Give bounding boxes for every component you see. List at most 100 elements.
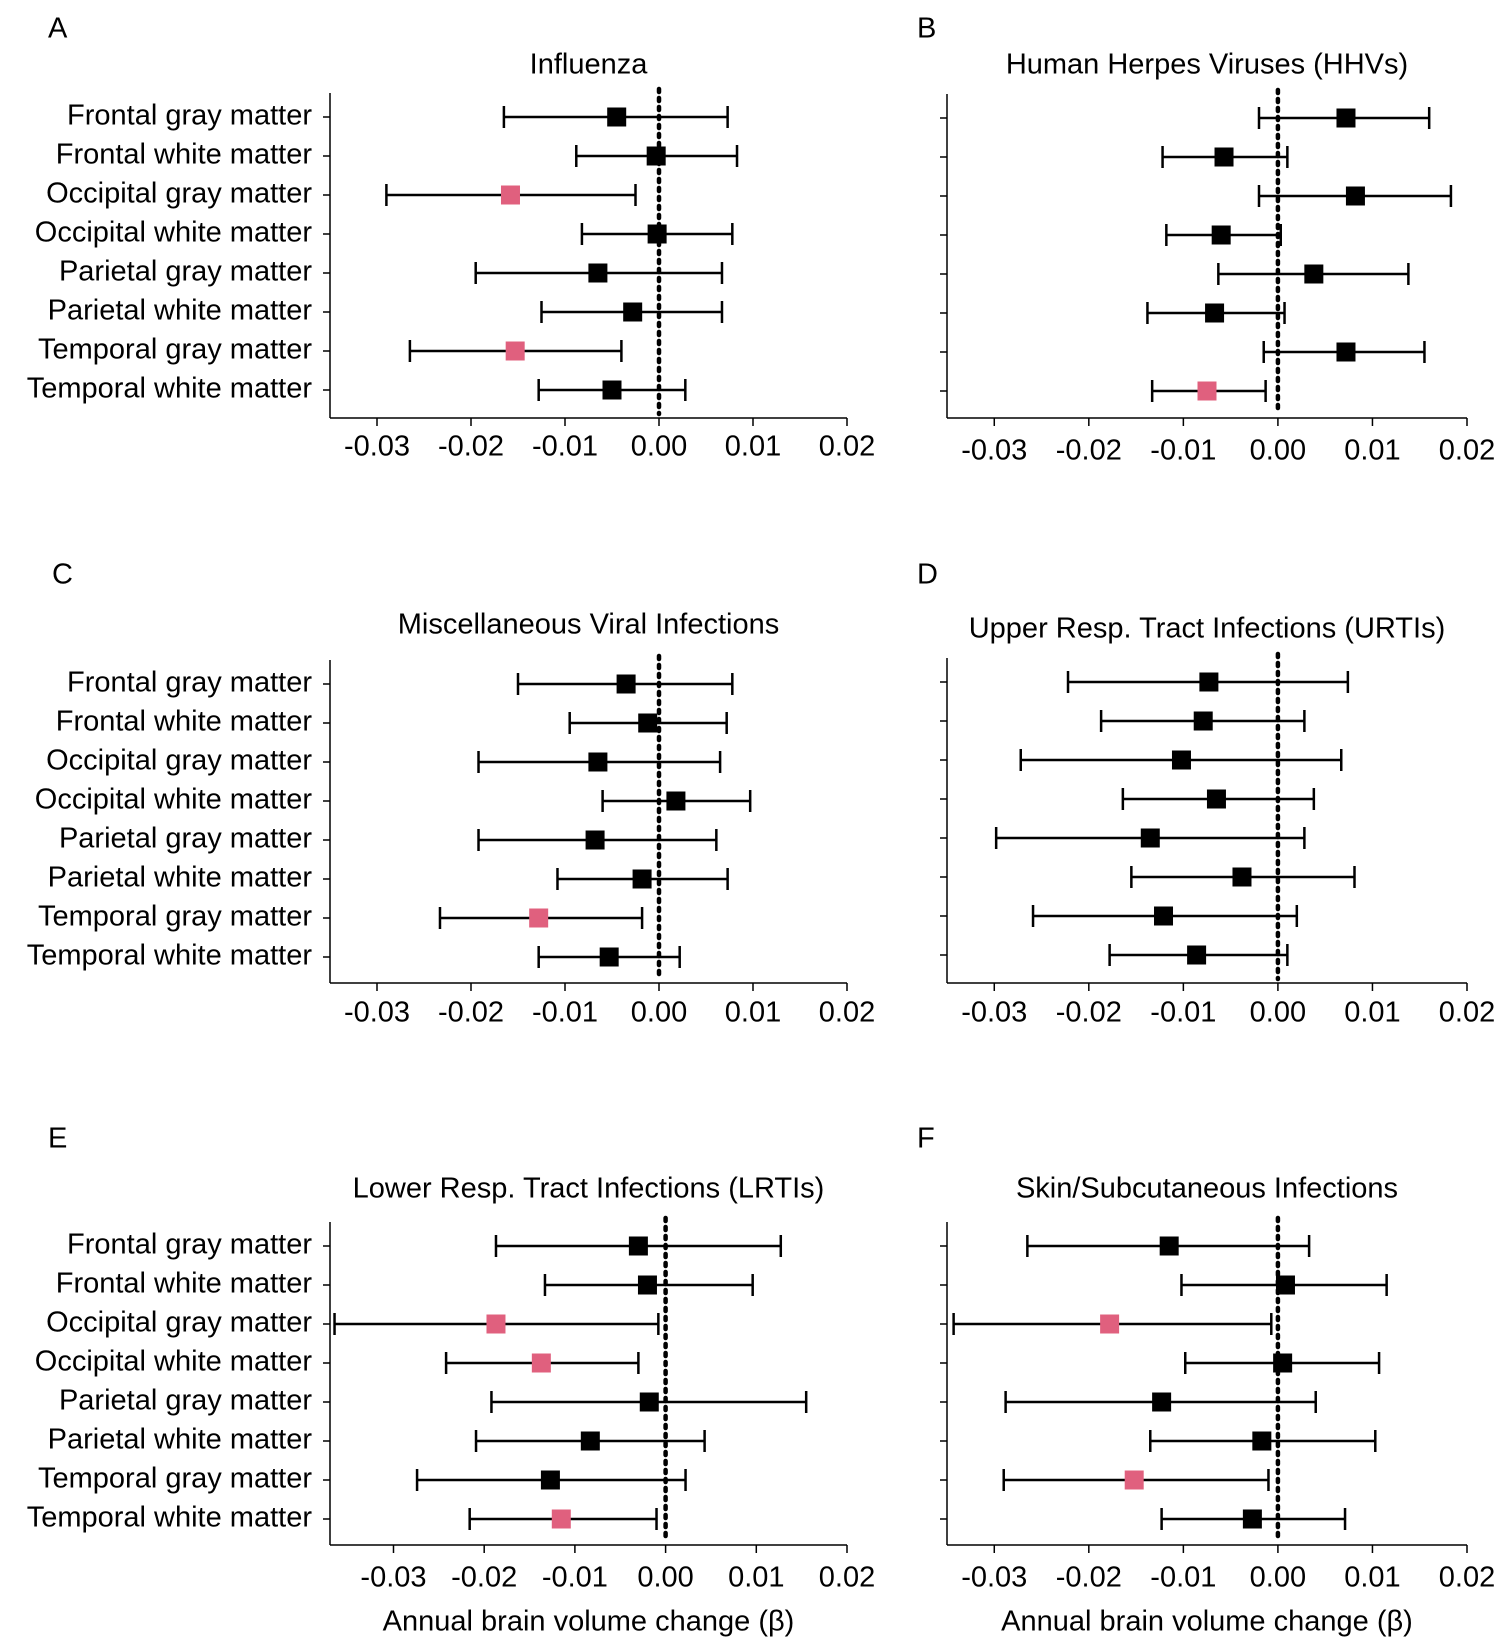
point-estimate xyxy=(1206,789,1226,809)
x-tick-label: -0.02 xyxy=(438,431,504,463)
x-tick-label: 0.02 xyxy=(819,1562,875,1594)
point-estimate xyxy=(1275,1275,1295,1295)
row-label: Occipital gray matter xyxy=(46,745,312,777)
panel-title: Influenza xyxy=(530,49,649,81)
row-label: Temporal gray matter xyxy=(38,334,312,366)
point-estimate xyxy=(599,947,619,967)
row-label: Frontal white matter xyxy=(56,706,313,738)
point-estimate xyxy=(580,1431,600,1451)
point-estimate xyxy=(529,908,549,928)
panel-letter: D xyxy=(917,559,938,591)
point-estimate xyxy=(1171,750,1191,770)
point-estimate xyxy=(1159,1236,1179,1256)
point-estimate xyxy=(1197,381,1217,401)
point-estimate xyxy=(1152,1392,1172,1412)
point-estimate xyxy=(666,791,686,811)
x-tick-label: -0.01 xyxy=(1150,997,1216,1029)
panel-d: D Upper Resp. Tract Infections (URTIs) -0.… xyxy=(917,559,1495,1029)
row-label: Temporal white matter xyxy=(27,373,313,405)
panel-title: Skin/Subcutaneous Infections xyxy=(1016,1173,1398,1205)
x-tick-label: 0.02 xyxy=(819,997,875,1029)
panel-b: B Human Herpes Viruses (HHVs) -0.03 -0.02 -0… xyxy=(917,13,1495,467)
x-tick-label: 0.02 xyxy=(1439,435,1495,467)
panel-title: Human Herpes Viruses (HHVs) xyxy=(1006,49,1408,81)
point-estimate xyxy=(1140,828,1160,848)
x-tick-label: 0.00 xyxy=(1250,997,1306,1029)
point-estimate xyxy=(588,263,608,283)
panel-c: C Miscellaneous Viral Infections Frontal g… xyxy=(27,559,876,1029)
point-estimate xyxy=(1211,225,1231,245)
x-tick-label: -0.03 xyxy=(961,997,1027,1029)
panel-title: Miscellaneous Viral Infections xyxy=(398,609,780,641)
x-tick-label: -0.01 xyxy=(532,431,598,463)
x-tick-label: -0.01 xyxy=(532,997,598,1029)
row-label: Parietal gray matter xyxy=(59,256,312,288)
x-tick-label: 0.02 xyxy=(819,431,875,463)
row-label: Frontal gray matter xyxy=(67,1229,312,1261)
x-tick-label: -0.01 xyxy=(542,1562,608,1594)
row-label: Parietal white matter xyxy=(48,862,313,894)
row-label: Occipital gray matter xyxy=(46,1307,312,1339)
x-tick-label: 0.01 xyxy=(725,997,781,1029)
row-label: Occipital white matter xyxy=(35,1346,313,1378)
point-estimate xyxy=(540,1470,560,1490)
x-tick-label: 0.00 xyxy=(631,431,687,463)
row-label: Frontal gray matter xyxy=(67,100,312,132)
x-tick-label: -0.03 xyxy=(360,1562,426,1594)
point-estimate xyxy=(616,674,636,694)
point-estimate xyxy=(1205,303,1225,323)
point-estimate xyxy=(1336,108,1356,128)
point-estimate xyxy=(505,341,525,361)
x-tick-label: 0.00 xyxy=(637,1562,693,1594)
point-estimate xyxy=(1124,1470,1144,1490)
row-label: Parietal gray matter xyxy=(59,823,312,855)
x-tick-label: 0.01 xyxy=(728,1562,784,1594)
panel-title: Lower Resp. Tract Infections (LRTIs) xyxy=(353,1173,825,1205)
x-tick-label: -0.01 xyxy=(1150,1562,1216,1594)
x-tick-label: 0.01 xyxy=(725,431,781,463)
point-estimate xyxy=(1242,1509,1262,1529)
row-label: Frontal white matter xyxy=(56,1268,313,1300)
point-estimate xyxy=(1100,1314,1120,1334)
point-estimate xyxy=(1187,945,1207,965)
point-estimate xyxy=(637,1275,657,1295)
point-estimate xyxy=(1304,264,1324,284)
row-label: Frontal gray matter xyxy=(67,667,312,699)
point-estimate xyxy=(1273,1353,1293,1373)
row-label: Parietal white matter xyxy=(48,295,313,327)
panel-letter: F xyxy=(917,1123,935,1155)
panel-title: Upper Resp. Tract Infections (URTIs) xyxy=(969,613,1446,645)
point-estimate xyxy=(607,107,627,127)
row-label: Parietal gray matter xyxy=(59,1385,312,1417)
row-label: Temporal gray matter xyxy=(38,901,312,933)
point-estimate xyxy=(551,1509,571,1529)
point-estimate xyxy=(1214,147,1234,167)
x-tick-label: 0.00 xyxy=(1250,435,1306,467)
panel-letter: B xyxy=(917,13,936,45)
x-tick-label: 0.02 xyxy=(1439,997,1495,1029)
point-estimate xyxy=(585,830,605,850)
row-label: Temporal white matter xyxy=(27,1502,313,1534)
x-tick-label: -0.03 xyxy=(344,431,410,463)
point-estimate xyxy=(588,752,608,772)
point-estimate xyxy=(486,1314,506,1334)
row-label: Parietal white matter xyxy=(48,1424,313,1456)
panel-e: E Lower Resp. Tract Infections (LRTIs) Fro… xyxy=(27,1123,876,1638)
x-axis-label: Annual brain volume change (β) xyxy=(1001,1606,1413,1638)
x-tick-label: -0.02 xyxy=(1056,1562,1122,1594)
point-estimate xyxy=(646,146,666,166)
x-tick-label: -0.03 xyxy=(961,435,1027,467)
row-label: Occipital white matter xyxy=(35,217,313,249)
panel-letter: C xyxy=(52,559,73,591)
point-estimate xyxy=(647,224,667,244)
point-estimate xyxy=(1199,672,1219,692)
x-tick-label: -0.02 xyxy=(1056,997,1122,1029)
x-tick-label: -0.03 xyxy=(344,997,410,1029)
x-tick-label: 0.00 xyxy=(631,997,687,1029)
x-tick-label: 0.01 xyxy=(1344,435,1400,467)
point-estimate xyxy=(531,1353,551,1373)
point-estimate xyxy=(1252,1431,1272,1451)
row-label: Frontal white matter xyxy=(56,139,313,171)
point-estimate xyxy=(628,1236,648,1256)
